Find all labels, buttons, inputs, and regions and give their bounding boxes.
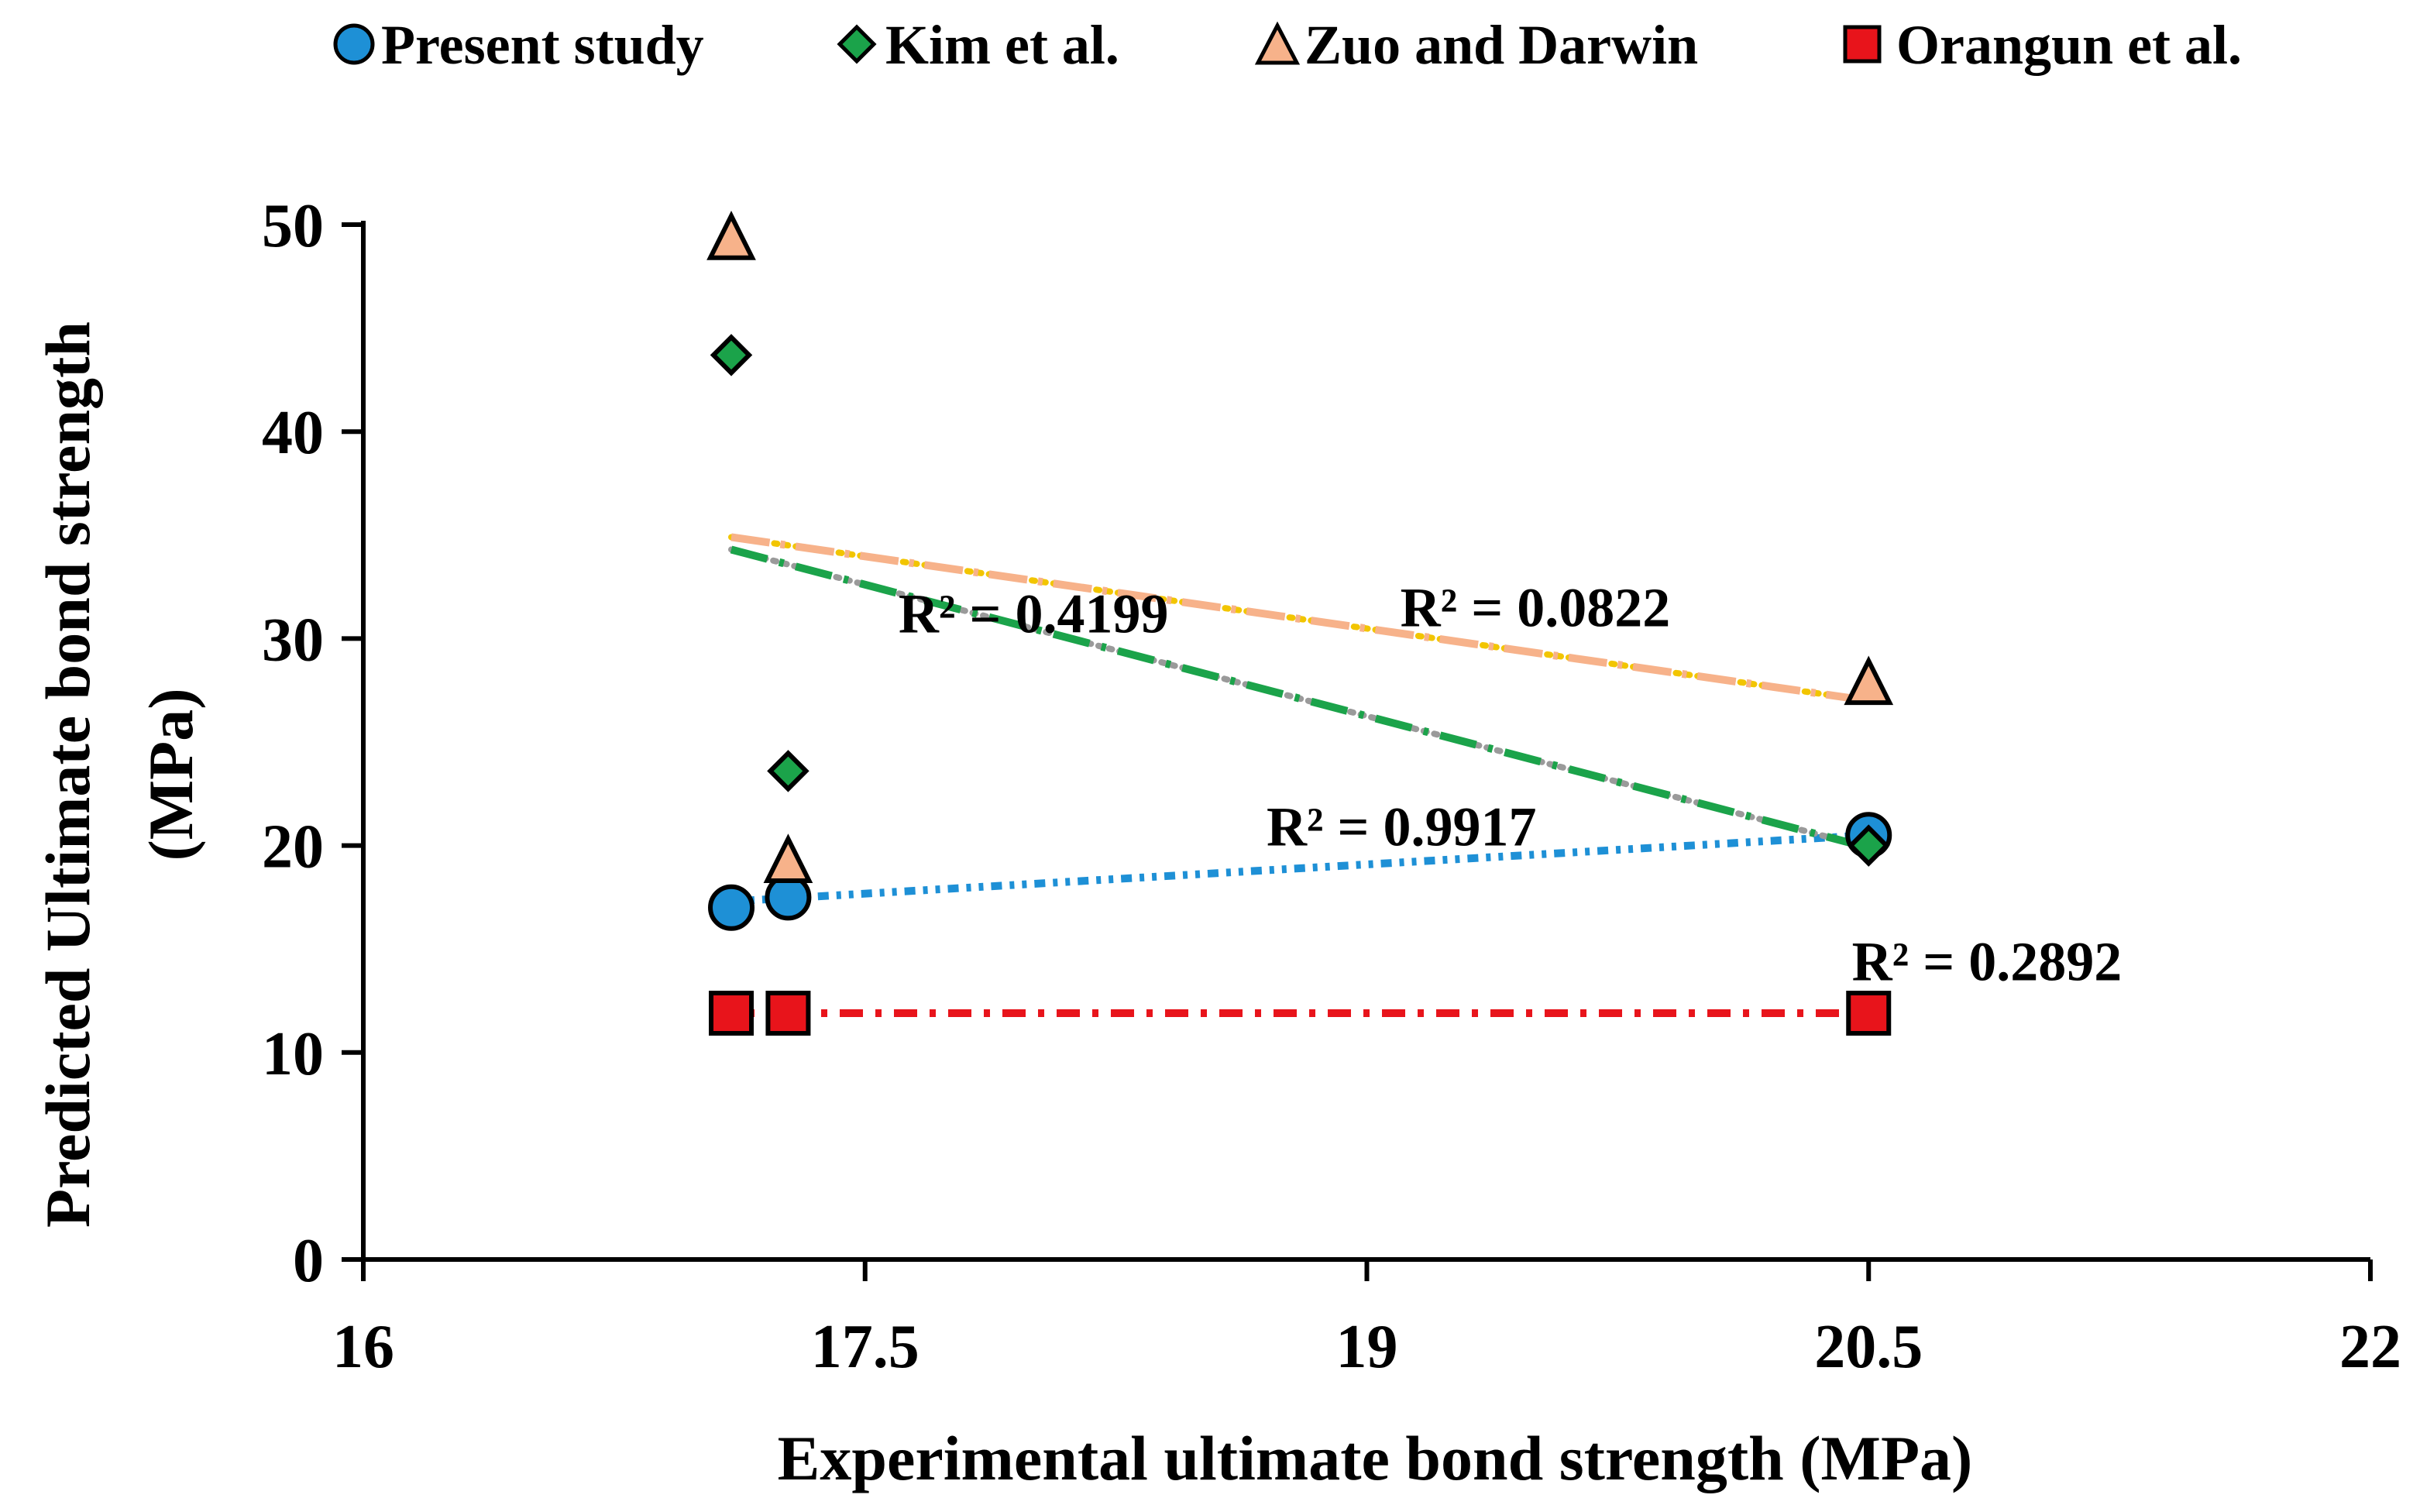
y-axis-title-line2: (MPa)	[136, 688, 206, 861]
trendlines	[728, 533, 1872, 1018]
trendline-triangle	[730, 533, 1869, 705]
legend-item-kim: Kim et al.	[837, 14, 1119, 76]
y-ticks: 0 10 20 30 40 50	[262, 192, 363, 1295]
y-axis-title-line1: Predicted Ultimate bond strength	[33, 321, 103, 1228]
y-tick-label: 30	[262, 606, 324, 674]
legend-marker-circle	[333, 23, 375, 65]
data-point-square	[765, 991, 811, 1036]
legend-item-present-study: Present study	[333, 14, 704, 76]
data-point-circle	[708, 884, 755, 931]
data-point-square	[1846, 991, 1892, 1036]
r2-label: R² = 0.9917	[1267, 796, 1537, 858]
x-tick-label: 19	[1336, 1313, 1398, 1381]
x-ticks: 16 17.5 19 20.5 22	[332, 1259, 2401, 1381]
legend-marker-square	[1843, 25, 1882, 64]
trendline-kim-dotted	[728, 546, 1872, 851]
legend-label: Kim et al.	[885, 14, 1119, 76]
x-tick-label: 20.5	[1814, 1313, 1923, 1381]
y-tick-label: 40	[262, 399, 324, 467]
data-point-diamond	[1848, 824, 1890, 867]
trendline-circle	[730, 831, 1869, 905]
x-tick-label: 16	[332, 1313, 394, 1381]
legend-item-orangun: Orangun et al.	[1843, 14, 2242, 76]
r2-label: R² = 0.2892	[1852, 930, 2123, 992]
legend: Present study Kim et al. Zuo and Darwin …	[333, 14, 2242, 76]
legend-label: Present study	[381, 14, 704, 76]
y-tick-label: 10	[262, 1020, 324, 1088]
r2-label: R² = 0.0822	[1401, 576, 1671, 638]
r2-label: R² = 0.4199	[899, 582, 1169, 644]
data-point-triangle	[706, 210, 756, 260]
x-axis-title: Experimental ultimate bond strength (MPa…	[778, 1423, 1973, 1493]
data-point-triangle	[763, 833, 813, 883]
legend-item-zuo: Zuo and Darwin	[1254, 14, 1698, 76]
r2-labels: R² = 0.9917 R² = 0.4199 R² = 0.0822 R² = 0.…	[899, 576, 2122, 992]
data-point-triangle	[1844, 655, 1894, 706]
x-tick-label: 17.5	[811, 1313, 919, 1381]
y-tick-label: 20	[262, 813, 324, 881]
legend-label: Zuo and Darwin	[1304, 14, 1698, 76]
data-point-square	[709, 991, 754, 1036]
x-tick-label: 22	[2339, 1313, 2401, 1381]
y-tick-label: 50	[262, 192, 324, 260]
data-point-diamond	[767, 750, 809, 792]
data-points	[706, 210, 1894, 1036]
legend-label: Orangun et al.	[1896, 14, 2242, 76]
y-tick-label: 0	[293, 1227, 324, 1295]
data-point-diamond	[710, 334, 753, 376]
legend-marker-diamond	[837, 24, 877, 64]
legend-marker-triangle	[1254, 21, 1301, 65]
